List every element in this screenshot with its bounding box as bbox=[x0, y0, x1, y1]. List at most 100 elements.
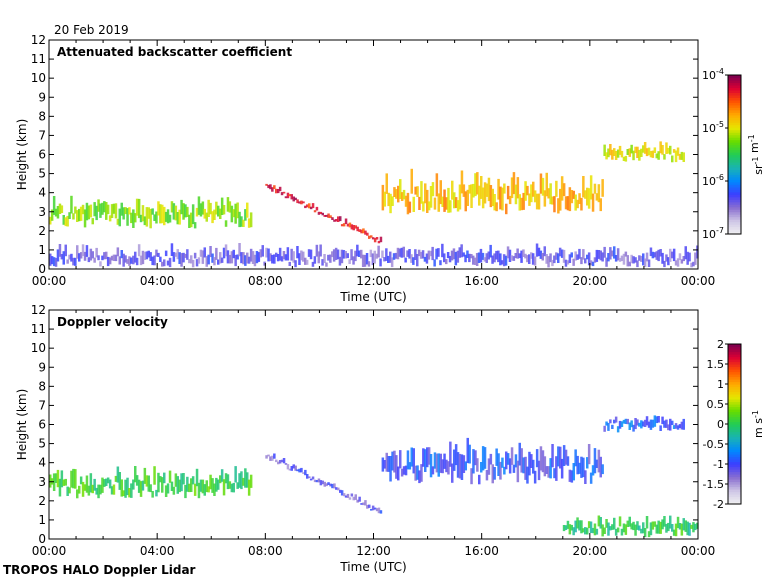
data-cell bbox=[472, 183, 475, 198]
x-tick-label: 12:00 bbox=[356, 544, 391, 558]
data-cell bbox=[155, 249, 158, 257]
y-axis-label: Height (km) bbox=[15, 119, 29, 190]
data-cell bbox=[642, 421, 645, 427]
data-cell bbox=[487, 251, 490, 260]
data-cell bbox=[222, 205, 226, 215]
colorbar-segment bbox=[728, 122, 741, 126]
data-cell bbox=[93, 202, 96, 217]
data-cell bbox=[106, 256, 110, 267]
data-cell bbox=[645, 252, 649, 262]
data-cell bbox=[85, 475, 89, 493]
data-cell bbox=[636, 521, 639, 530]
data-cell bbox=[363, 254, 367, 267]
data-cell bbox=[161, 204, 164, 224]
data-cell bbox=[613, 419, 616, 424]
data-cell bbox=[543, 456, 547, 477]
data-cell bbox=[537, 247, 541, 257]
data-cell bbox=[393, 450, 396, 473]
data-cell bbox=[356, 226, 359, 232]
data-cell bbox=[267, 454, 270, 457]
data-cell bbox=[516, 460, 520, 483]
data-cell bbox=[85, 245, 89, 257]
data-cell bbox=[159, 256, 162, 262]
colorbar-segment bbox=[728, 406, 741, 410]
data-cell bbox=[480, 176, 483, 199]
data-cell bbox=[503, 466, 506, 475]
data-cell bbox=[275, 252, 278, 257]
colorbar-segment bbox=[728, 107, 741, 111]
data-cell bbox=[418, 196, 421, 210]
colorbar-segment bbox=[728, 479, 741, 483]
colorbar-tick-label: 0 bbox=[717, 418, 724, 431]
data-cell bbox=[524, 253, 527, 259]
data-cell bbox=[232, 209, 235, 218]
data-cell bbox=[124, 255, 127, 263]
data-cell bbox=[168, 257, 172, 268]
data-cell bbox=[304, 257, 307, 265]
data-cell bbox=[265, 455, 268, 459]
y-tick-label: 7 bbox=[38, 398, 46, 412]
data-cell bbox=[277, 189, 280, 194]
colorbar-segment bbox=[728, 384, 741, 388]
data-cell bbox=[545, 172, 548, 197]
data-cell bbox=[572, 463, 575, 481]
data-cell bbox=[87, 257, 91, 263]
data-cell bbox=[655, 251, 658, 260]
data-cell bbox=[441, 196, 444, 207]
data-cell bbox=[628, 148, 631, 157]
data-cell bbox=[663, 154, 666, 160]
data-cell bbox=[309, 206, 313, 210]
data-cell bbox=[468, 184, 471, 194]
data-cell bbox=[240, 471, 243, 490]
data-cell bbox=[247, 218, 251, 228]
data-cell bbox=[439, 453, 442, 473]
data-cell bbox=[669, 145, 672, 155]
data-cell bbox=[118, 472, 121, 490]
data-cell bbox=[141, 480, 145, 491]
data-cell bbox=[560, 458, 564, 479]
data-cell bbox=[528, 451, 531, 476]
data-cell bbox=[106, 477, 110, 484]
panel-title: Attenuated backscatter coefficient bbox=[57, 45, 292, 59]
data-cell bbox=[408, 249, 411, 259]
data-cell bbox=[153, 214, 156, 221]
data-cell bbox=[460, 454, 464, 480]
data-cell bbox=[197, 257, 201, 264]
data-cell bbox=[667, 522, 670, 532]
data-cell bbox=[346, 253, 349, 259]
data-cell bbox=[531, 253, 535, 265]
data-cell bbox=[555, 180, 558, 197]
colorbar-segment bbox=[728, 226, 741, 230]
data-cell bbox=[453, 449, 456, 471]
data-cell bbox=[514, 454, 518, 468]
data-cell bbox=[182, 203, 185, 220]
data-cell bbox=[680, 523, 684, 536]
data-cell bbox=[242, 477, 245, 486]
data-cell bbox=[674, 260, 678, 266]
data-cell bbox=[447, 187, 450, 213]
colorbar-segment bbox=[728, 104, 741, 108]
data-cell bbox=[325, 483, 328, 487]
data-cell bbox=[522, 249, 525, 257]
colorbar-segment bbox=[728, 137, 741, 141]
data-cell bbox=[478, 474, 481, 485]
data-cell bbox=[669, 248, 672, 262]
data-cell bbox=[431, 246, 434, 261]
data-cell bbox=[404, 465, 408, 476]
data-cell bbox=[70, 253, 73, 262]
data-cell bbox=[327, 213, 330, 218]
data-cell bbox=[651, 150, 655, 158]
data-cell bbox=[78, 253, 81, 262]
data-cell bbox=[145, 475, 149, 487]
x-tick-label: 12:00 bbox=[356, 274, 391, 288]
data-cell bbox=[402, 246, 405, 258]
data-cell bbox=[370, 235, 373, 238]
data-cell bbox=[99, 261, 102, 267]
feature-boundary-layer-aerosol bbox=[49, 243, 699, 268]
data-cell bbox=[533, 256, 537, 266]
data-cell bbox=[78, 485, 81, 494]
data-cell bbox=[126, 477, 129, 496]
data-cell bbox=[215, 247, 218, 260]
